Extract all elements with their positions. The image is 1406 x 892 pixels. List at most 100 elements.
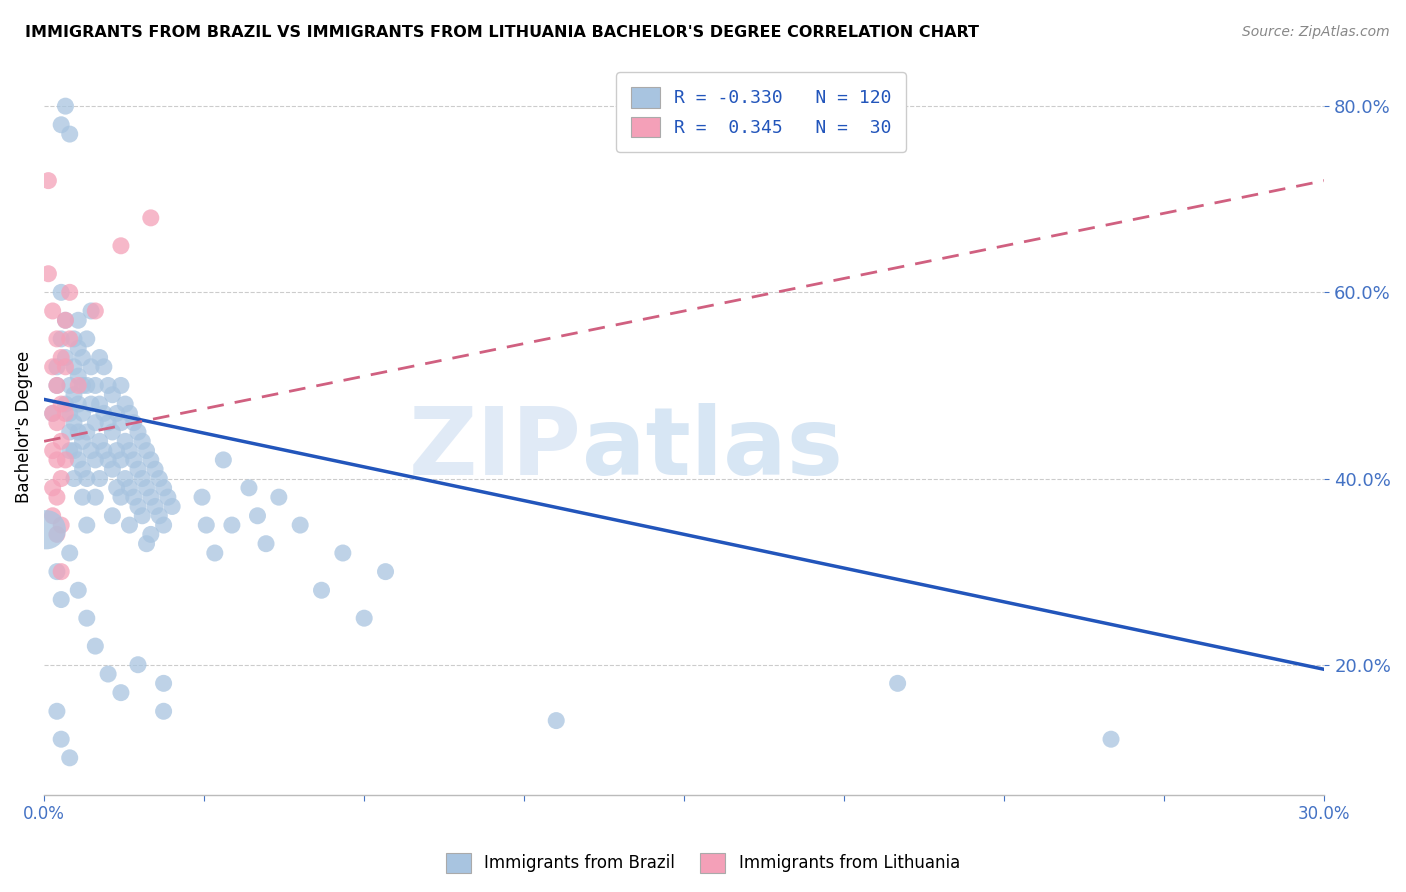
Point xyxy=(76,425,98,439)
Point xyxy=(51,285,73,300)
Point xyxy=(51,434,73,449)
Point xyxy=(67,378,90,392)
Point xyxy=(204,546,226,560)
Point xyxy=(89,471,111,485)
Point xyxy=(267,490,290,504)
Point xyxy=(45,704,67,718)
Point xyxy=(72,490,94,504)
Point xyxy=(110,378,132,392)
Point xyxy=(51,732,73,747)
Point xyxy=(45,453,67,467)
Text: IMMIGRANTS FROM BRAZIL VS IMMIGRANTS FROM LITHUANIA BACHELOR'S DEGREE CORRELATIO: IMMIGRANTS FROM BRAZIL VS IMMIGRANTS FRO… xyxy=(25,25,980,40)
Point xyxy=(67,453,90,467)
Point xyxy=(55,406,77,420)
Point xyxy=(76,378,98,392)
Point xyxy=(97,416,120,430)
Point xyxy=(76,332,98,346)
Point xyxy=(127,425,149,439)
Point xyxy=(72,462,94,476)
Point xyxy=(55,453,77,467)
Point xyxy=(84,490,107,504)
Point xyxy=(93,443,115,458)
Point xyxy=(131,434,153,449)
Point xyxy=(152,481,174,495)
Point xyxy=(195,518,218,533)
Point xyxy=(72,434,94,449)
Text: Source: ZipAtlas.com: Source: ZipAtlas.com xyxy=(1241,25,1389,39)
Point xyxy=(45,565,67,579)
Point xyxy=(63,359,86,374)
Point xyxy=(84,304,107,318)
Point xyxy=(37,173,59,187)
Point xyxy=(139,453,162,467)
Point xyxy=(84,416,107,430)
Point xyxy=(135,537,157,551)
Y-axis label: Bachelor's Degree: Bachelor's Degree xyxy=(15,351,32,503)
Point xyxy=(127,657,149,672)
Point xyxy=(51,351,73,365)
Point xyxy=(118,481,141,495)
Point xyxy=(101,462,124,476)
Point xyxy=(51,332,73,346)
Point xyxy=(59,406,82,420)
Legend: R = -0.330   N = 120, R =  0.345   N =  30: R = -0.330 N = 120, R = 0.345 N = 30 xyxy=(616,72,905,152)
Point xyxy=(89,434,111,449)
Point xyxy=(55,99,77,113)
Point xyxy=(221,518,243,533)
Point xyxy=(105,443,128,458)
Point xyxy=(143,462,166,476)
Point xyxy=(374,565,396,579)
Point xyxy=(254,537,277,551)
Point xyxy=(131,471,153,485)
Point xyxy=(118,406,141,420)
Point xyxy=(59,751,82,765)
Point xyxy=(67,341,90,355)
Point xyxy=(45,416,67,430)
Point xyxy=(131,508,153,523)
Point xyxy=(135,481,157,495)
Point xyxy=(110,490,132,504)
Point xyxy=(84,453,107,467)
Text: ZIP: ZIP xyxy=(409,403,582,495)
Point xyxy=(37,267,59,281)
Point xyxy=(55,313,77,327)
Point xyxy=(101,508,124,523)
Point xyxy=(45,359,67,374)
Point xyxy=(72,351,94,365)
Point xyxy=(51,471,73,485)
Point xyxy=(101,425,124,439)
Point xyxy=(212,453,235,467)
Point xyxy=(63,443,86,458)
Point xyxy=(114,397,136,411)
Legend: Immigrants from Brazil, Immigrants from Lithuania: Immigrants from Brazil, Immigrants from … xyxy=(440,847,966,880)
Point xyxy=(97,667,120,681)
Point xyxy=(41,359,63,374)
Point xyxy=(148,471,170,485)
Point xyxy=(51,592,73,607)
Point xyxy=(45,527,67,541)
Point xyxy=(55,359,77,374)
Point xyxy=(59,425,82,439)
Point xyxy=(72,406,94,420)
Point xyxy=(41,406,63,420)
Point xyxy=(67,313,90,327)
Point xyxy=(110,686,132,700)
Point xyxy=(76,518,98,533)
Text: atlas: atlas xyxy=(582,403,842,495)
Point xyxy=(41,406,63,420)
Point xyxy=(93,406,115,420)
Point xyxy=(114,471,136,485)
Point xyxy=(246,508,269,523)
Point xyxy=(238,481,260,495)
Point xyxy=(122,490,145,504)
Point xyxy=(101,388,124,402)
Point xyxy=(59,127,82,141)
Point xyxy=(127,462,149,476)
Point xyxy=(139,490,162,504)
Point xyxy=(41,508,63,523)
Point xyxy=(45,490,67,504)
Point xyxy=(105,406,128,420)
Point xyxy=(89,397,111,411)
Point xyxy=(41,304,63,318)
Point xyxy=(35,523,58,537)
